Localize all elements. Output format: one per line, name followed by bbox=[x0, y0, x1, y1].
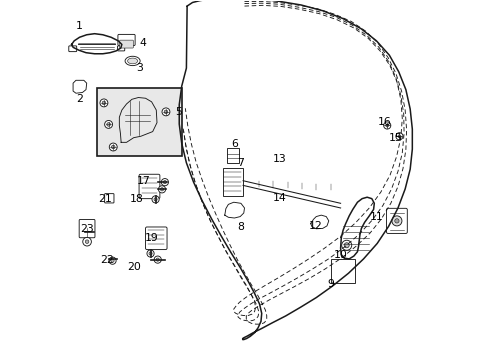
Text: 13: 13 bbox=[272, 154, 286, 164]
Text: 4: 4 bbox=[140, 38, 146, 48]
Text: 14: 14 bbox=[272, 193, 286, 203]
Circle shape bbox=[154, 256, 161, 263]
Circle shape bbox=[161, 179, 168, 186]
Circle shape bbox=[391, 216, 401, 226]
Bar bbox=[223, 168, 242, 196]
Text: 1: 1 bbox=[75, 21, 82, 31]
Circle shape bbox=[383, 122, 390, 129]
Bar bbox=[227, 148, 239, 163]
Circle shape bbox=[154, 198, 157, 201]
Text: 16: 16 bbox=[377, 117, 391, 127]
Circle shape bbox=[156, 258, 159, 261]
Bar bbox=[97, 88, 182, 156]
Text: 17: 17 bbox=[136, 176, 150, 186]
Circle shape bbox=[106, 123, 110, 126]
Text: 19: 19 bbox=[145, 233, 159, 243]
Circle shape bbox=[164, 110, 167, 114]
FancyBboxPatch shape bbox=[145, 227, 167, 249]
Text: 2: 2 bbox=[76, 94, 83, 104]
Circle shape bbox=[100, 99, 108, 107]
FancyBboxPatch shape bbox=[120, 40, 133, 48]
Text: 9: 9 bbox=[327, 279, 334, 289]
Circle shape bbox=[163, 180, 166, 184]
Circle shape bbox=[147, 250, 154, 257]
FancyBboxPatch shape bbox=[104, 194, 114, 203]
Text: 20: 20 bbox=[127, 262, 141, 272]
Text: 6: 6 bbox=[230, 139, 237, 149]
Text: 22: 22 bbox=[101, 255, 114, 265]
Circle shape bbox=[162, 108, 169, 116]
Text: 3: 3 bbox=[136, 63, 143, 73]
Circle shape bbox=[344, 243, 348, 248]
Circle shape bbox=[158, 186, 165, 193]
Text: 18: 18 bbox=[129, 194, 143, 204]
FancyBboxPatch shape bbox=[118, 35, 135, 45]
Text: 15: 15 bbox=[388, 133, 402, 143]
Polygon shape bbox=[73, 80, 86, 93]
Circle shape bbox=[152, 196, 159, 203]
Circle shape bbox=[104, 121, 112, 129]
Circle shape bbox=[385, 124, 388, 127]
FancyBboxPatch shape bbox=[79, 220, 95, 238]
FancyBboxPatch shape bbox=[117, 46, 124, 51]
FancyBboxPatch shape bbox=[69, 46, 77, 51]
Circle shape bbox=[160, 188, 163, 191]
Circle shape bbox=[102, 101, 105, 105]
Bar bbox=[330, 259, 354, 283]
Text: 10: 10 bbox=[333, 249, 347, 260]
Ellipse shape bbox=[125, 56, 140, 66]
Text: 12: 12 bbox=[308, 221, 322, 231]
Circle shape bbox=[109, 257, 116, 264]
Text: 5: 5 bbox=[174, 107, 181, 117]
Ellipse shape bbox=[127, 58, 137, 64]
Circle shape bbox=[395, 133, 402, 140]
Text: 8: 8 bbox=[236, 222, 243, 232]
Circle shape bbox=[111, 259, 114, 262]
Text: 11: 11 bbox=[369, 212, 383, 221]
FancyBboxPatch shape bbox=[139, 174, 160, 199]
Circle shape bbox=[82, 237, 91, 246]
Text: 7: 7 bbox=[236, 158, 243, 168]
Circle shape bbox=[111, 145, 115, 149]
Circle shape bbox=[85, 240, 89, 243]
Circle shape bbox=[394, 219, 398, 223]
Circle shape bbox=[149, 252, 152, 255]
Text: 21: 21 bbox=[98, 194, 112, 204]
Circle shape bbox=[397, 135, 400, 138]
FancyBboxPatch shape bbox=[386, 208, 407, 233]
Circle shape bbox=[109, 143, 117, 151]
Text: 23: 23 bbox=[80, 225, 93, 234]
Circle shape bbox=[341, 240, 351, 250]
